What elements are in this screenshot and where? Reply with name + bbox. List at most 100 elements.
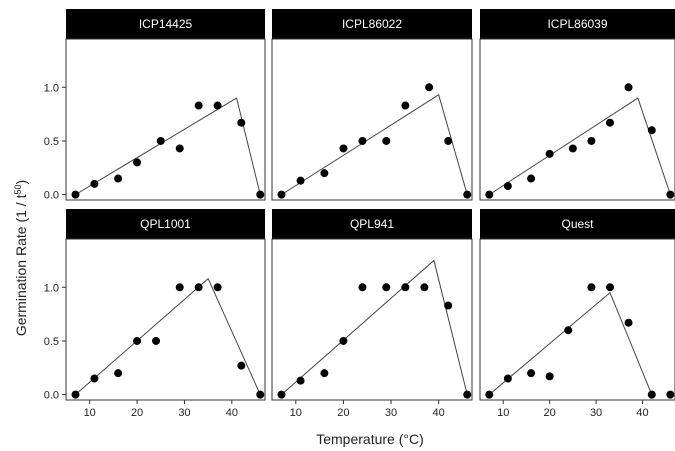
panel-frame	[271, 238, 473, 401]
x-tick-label: 30	[178, 407, 190, 419]
data-point	[175, 283, 184, 292]
data-point	[606, 283, 614, 292]
y-tick-label: 1.0	[44, 82, 59, 94]
data-point	[624, 83, 633, 92]
data-point	[296, 176, 305, 185]
data-point	[90, 374, 99, 383]
data-point	[296, 376, 305, 385]
data-point	[463, 390, 472, 399]
data-point	[133, 158, 142, 167]
panel-qpl1001: QPL1001 0.0 0.5 1.0 10 20 30 40	[44, 209, 266, 419]
strip-header	[66, 9, 265, 39]
data-point	[71, 390, 80, 399]
x-tick-label: 40	[636, 407, 648, 419]
data-point	[194, 101, 203, 110]
data-point	[320, 169, 329, 178]
fit-line	[75, 277, 261, 396]
strip-header	[480, 9, 675, 39]
panel-grid: ICP14425 0.0 0.5 1.0 ICPL86022 ICPL86039 QPL10…	[44, 9, 675, 419]
data-point	[114, 369, 123, 378]
strip-label: ICPL86039	[547, 17, 607, 31]
data-point	[545, 372, 554, 381]
x-tick-label: 20	[544, 407, 556, 419]
data-point	[401, 101, 410, 110]
data-point	[401, 283, 410, 292]
x-tick-label: 30	[590, 407, 602, 419]
x-tick-label: 40	[226, 407, 238, 419]
y-tick-label: 0.5	[44, 136, 59, 148]
x-tick-label: 10	[290, 407, 302, 419]
strip-label: Quest	[561, 217, 594, 231]
strip-label: ICP14425	[139, 17, 193, 31]
data-point	[527, 369, 536, 378]
data-point	[152, 336, 161, 345]
data-point	[503, 182, 512, 191]
data-point	[156, 136, 165, 145]
data-point	[382, 136, 391, 145]
data-point	[647, 390, 656, 399]
panel-frame	[479, 38, 675, 201]
panel-icpl86039: ICPL86039	[479, 9, 675, 201]
data-point	[194, 283, 203, 292]
data-point	[647, 126, 656, 135]
y-tick-label: 1.0	[44, 282, 59, 294]
data-point	[463, 190, 472, 199]
strip-header	[480, 209, 675, 239]
panel-frame	[479, 238, 675, 401]
data-point	[666, 190, 675, 199]
data-point	[425, 83, 434, 92]
data-point	[277, 390, 286, 399]
panel-frame	[271, 38, 473, 201]
y-axis-title-main: Germination Rate (1 / t	[13, 194, 29, 336]
panel-qpl941: QPL941 10 20 30 40	[271, 209, 473, 419]
strip-label: ICPL86022	[342, 17, 402, 31]
data-point	[606, 118, 614, 127]
data-point	[624, 318, 633, 327]
y-tick-label: 0.0	[44, 190, 59, 202]
y-axis-title-sup: 50	[13, 185, 23, 195]
data-point	[339, 336, 348, 345]
data-point	[90, 179, 99, 188]
data-point	[358, 283, 367, 292]
fit-line	[75, 97, 261, 196]
data-point	[485, 190, 494, 199]
data-point	[114, 174, 123, 183]
panel-icp14425: ICP14425 0.0 0.5 1.0	[44, 9, 266, 202]
x-tick-label: 40	[433, 407, 445, 419]
panel-frame	[65, 238, 266, 401]
strip-label: QPL1001	[140, 217, 191, 231]
data-point	[256, 390, 265, 399]
strip-header	[66, 209, 265, 239]
data-point	[587, 283, 596, 292]
y-tick-label: 0.0	[44, 390, 59, 402]
data-point	[277, 190, 286, 199]
data-point	[213, 283, 222, 292]
data-point	[545, 149, 554, 158]
panel-quest: Quest 10 20 30 40	[479, 209, 675, 419]
data-point	[339, 144, 348, 153]
data-point	[564, 326, 573, 335]
data-point	[382, 283, 391, 292]
data-point	[175, 144, 184, 153]
data-point	[420, 283, 429, 292]
x-tick-label: 20	[131, 407, 143, 419]
data-point	[587, 136, 596, 145]
y-axis-title-end: )	[13, 180, 29, 185]
data-point	[256, 190, 265, 199]
panel-frame	[65, 38, 266, 201]
fit-line	[488, 291, 653, 396]
data-point	[568, 144, 577, 153]
fit-line	[281, 259, 468, 396]
data-point	[503, 374, 512, 383]
fit-line	[489, 97, 671, 196]
data-point	[358, 136, 367, 145]
strip-header	[272, 9, 472, 39]
strip-header	[272, 209, 472, 239]
data-point	[133, 336, 142, 345]
data-point	[527, 174, 536, 183]
fit-line	[281, 94, 468, 196]
y-axis-title: Germination Rate (1 / t50)	[13, 180, 29, 336]
y-tick-label: 0.5	[44, 336, 59, 348]
x-tick-label: 20	[337, 407, 349, 419]
x-tick-label: 10	[84, 407, 96, 419]
